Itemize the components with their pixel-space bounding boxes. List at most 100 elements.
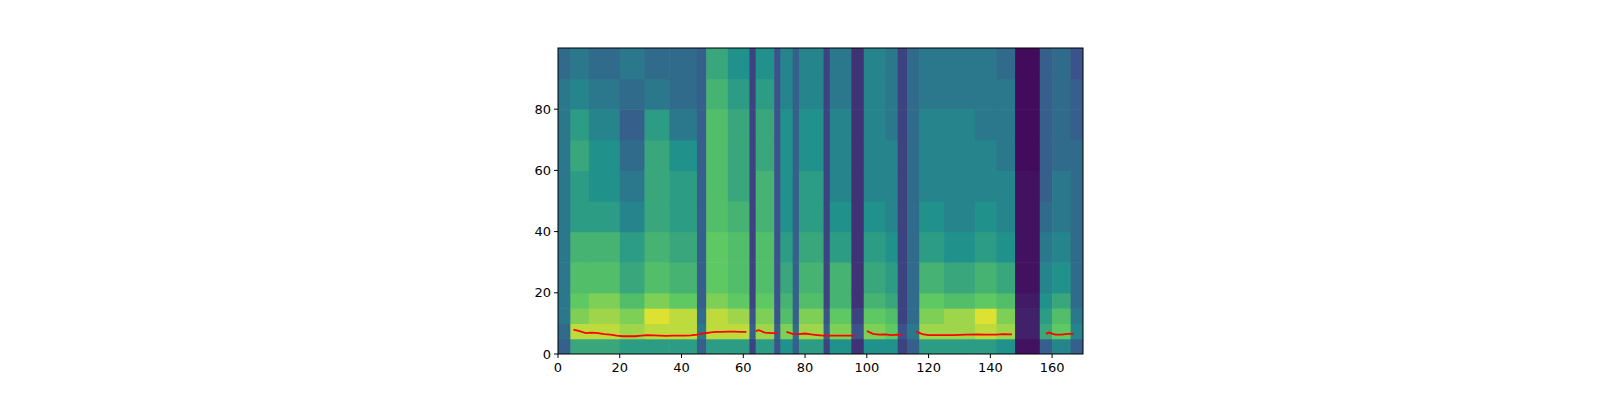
heatmap-cell — [570, 109, 589, 140]
heatmap-cell — [997, 201, 1016, 232]
y-tick-label: 40 — [534, 224, 551, 239]
heatmap-cell — [944, 293, 975, 309]
heatmap-cell — [749, 308, 756, 324]
heatmap-cell — [728, 79, 750, 110]
heatmap-cell — [774, 79, 781, 110]
heatmap-cell — [644, 293, 669, 309]
heatmap-cell — [907, 201, 920, 232]
heatmap-cell — [706, 48, 728, 79]
heatmap-cell — [997, 232, 1016, 263]
heatmap-cell — [830, 339, 852, 354]
heatmap-cell — [1071, 109, 1083, 140]
heatmap-cell — [728, 262, 750, 293]
heatmap-cell — [907, 109, 920, 140]
heatmap-cell — [706, 79, 728, 110]
heatmap-cell — [728, 339, 750, 354]
heatmap-cell — [1015, 79, 1040, 110]
heatmap-cell — [824, 201, 831, 232]
heatmap-cell — [1052, 323, 1071, 339]
y-tick-label: 0 — [543, 347, 551, 362]
heatmap-cell — [669, 293, 697, 309]
heatmap-cell — [830, 140, 852, 171]
y-tick — [554, 109, 558, 110]
heatmap-cell — [1015, 201, 1040, 232]
heatmap-cell — [907, 79, 920, 110]
y-tick-label: 60 — [534, 163, 551, 178]
heatmap-cell — [885, 339, 898, 354]
heatmap-cell — [697, 140, 707, 171]
heatmap-cell — [749, 293, 756, 309]
heatmap-cell — [570, 201, 589, 232]
heatmap-cell — [774, 109, 781, 140]
heatmap-cell — [558, 109, 571, 140]
heatmap-cell — [944, 201, 975, 232]
heatmap-cell — [749, 201, 756, 232]
heatmap-cell — [620, 262, 645, 293]
heatmap-cell — [919, 293, 944, 309]
pitch-line — [573, 330, 1073, 337]
heatmap-cell — [756, 323, 775, 339]
heatmap-cell — [697, 201, 707, 232]
heatmap-cell — [558, 48, 571, 79]
heatmap-cell — [644, 262, 669, 293]
heatmap-cell — [728, 109, 750, 140]
heatmap-cell — [851, 48, 864, 79]
heatmap-cell — [851, 293, 864, 309]
heatmap-cell — [799, 140, 824, 171]
y-tick — [554, 231, 558, 232]
heatmap-cell — [898, 323, 908, 339]
heatmap-cell — [907, 140, 920, 171]
heatmap-cell — [898, 201, 908, 232]
heatmap-cell — [851, 323, 864, 339]
heatmap-cell — [1052, 232, 1071, 263]
x-tick-label: 140 — [978, 360, 1003, 375]
heatmap-cell — [885, 308, 898, 324]
heatmap-cell — [830, 232, 852, 263]
heatmap-cell — [944, 48, 975, 79]
heatmap-cell — [780, 262, 793, 293]
chart: 020406080100120140160020406080 — [0, 0, 1600, 400]
heatmap-cell — [589, 323, 620, 339]
heatmap-cell — [780, 293, 793, 309]
heatmap-cell — [1052, 262, 1071, 293]
heatmap-cell — [589, 232, 620, 263]
heatmap-cell — [706, 170, 728, 201]
heatmap-cell — [793, 170, 800, 201]
heatmap-cell — [793, 140, 800, 171]
heatmap-cell — [799, 109, 824, 140]
heatmap-cell — [907, 262, 920, 293]
heatmap-cell — [697, 339, 707, 354]
heatmap-cell — [824, 232, 831, 263]
heatmap-cell — [898, 48, 908, 79]
x-tick-label: 40 — [673, 360, 690, 375]
heatmap-cell — [898, 339, 908, 354]
heatmap-cell — [830, 48, 852, 79]
plot-frame — [558, 48, 1083, 354]
heatmap-cell — [898, 109, 908, 140]
heatmap-cell — [620, 109, 645, 140]
heatmap-cell — [824, 79, 831, 110]
x-tick — [928, 354, 929, 358]
heatmap-cell — [756, 262, 775, 293]
heatmap-cell — [774, 308, 781, 324]
heatmap-cell — [799, 170, 824, 201]
heatmap-cell — [558, 232, 571, 263]
heatmap-cell — [570, 293, 589, 309]
heatmap-cell — [997, 48, 1016, 79]
heatmap-cell — [774, 262, 781, 293]
heatmap-cell — [780, 170, 793, 201]
heatmap-cell — [885, 79, 898, 110]
heatmap-cell — [1071, 339, 1083, 354]
heatmap-cell — [851, 109, 864, 140]
heatmap-cell — [851, 170, 864, 201]
heatmap-cell — [851, 308, 864, 324]
heatmap-cell — [558, 293, 571, 309]
heatmap-cell — [669, 109, 697, 140]
heatmap-cell — [851, 201, 864, 232]
heatmap-cell — [824, 140, 831, 171]
heatmap-cell — [885, 323, 898, 339]
x-tick-label: 20 — [611, 360, 628, 375]
heatmap-cell — [620, 48, 645, 79]
heatmap-cell — [706, 293, 728, 309]
heatmap-cell — [1040, 308, 1053, 324]
